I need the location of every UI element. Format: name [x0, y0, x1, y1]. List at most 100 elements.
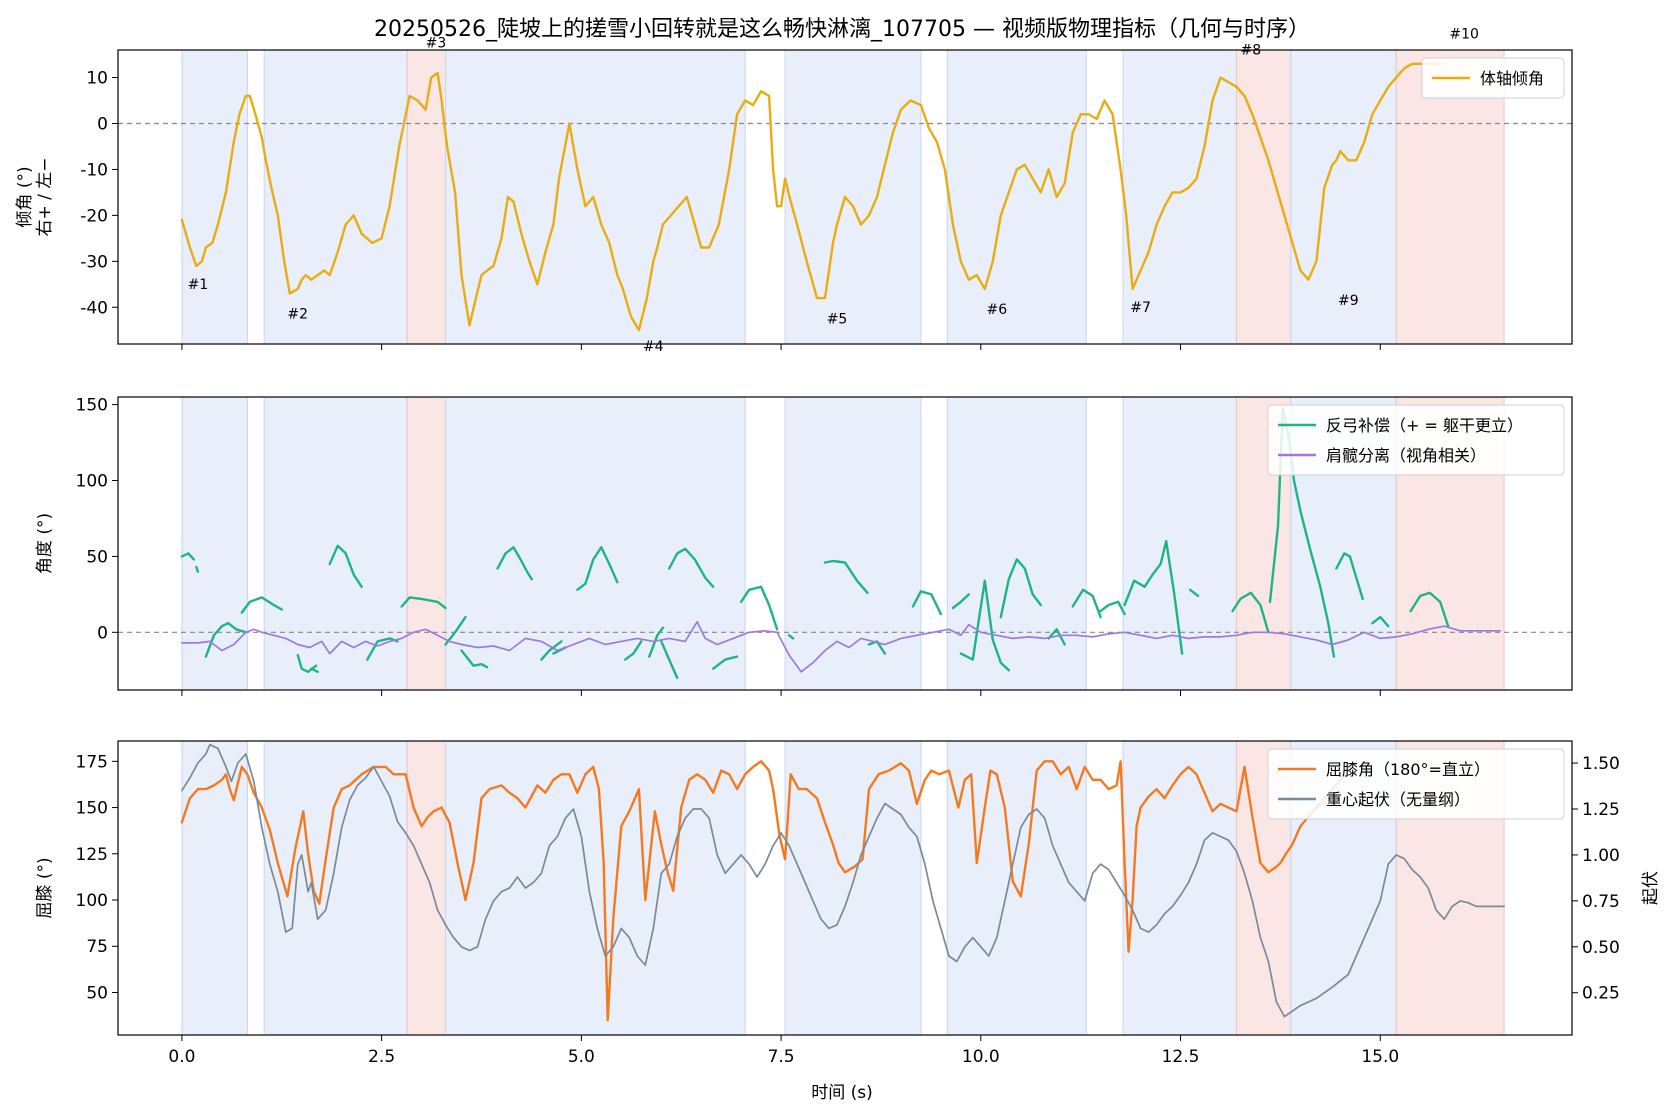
y-tick-label-1: 100 [76, 471, 108, 491]
series-1-0-segment-6 [310, 667, 319, 673]
series-1-0-segment-0 [180, 552, 196, 561]
x-tick-label-5: 12.5 [1162, 1047, 1200, 1067]
segment-band-5 [946, 397, 1087, 690]
legend-box [1421, 57, 1565, 99]
turn-annotation-6: #7 [1130, 300, 1151, 316]
y-axis-label: 角度 (°) [35, 513, 55, 574]
series-1-0-segment-28 [999, 558, 1042, 619]
series-1-0-segment-20 [712, 655, 739, 670]
turn-annotation-4: #5 [827, 311, 848, 327]
series-1-0-segment-34 [1231, 591, 1270, 634]
chart-title: 20250526_陡坡上的搓雪小回转就是这么畅快淋漓_107705 — 视频版物… [374, 17, 1310, 42]
series-1-0-segment-1 [195, 565, 200, 573]
series-1-0-segment-12 [496, 546, 533, 581]
series-1-0-segment-2 [204, 622, 230, 658]
y-tick-label-1: 0 [97, 115, 108, 135]
series-1-0-segment-19 [668, 547, 715, 588]
segment-band-2 [406, 397, 447, 690]
legend-label-1: 肩髋分离（视角相关） [1326, 446, 1486, 465]
x-tick-label-0: 0.0 [168, 1047, 195, 1067]
x-tick-label-6: 15.0 [1361, 1047, 1399, 1067]
segment-band-6 [1122, 50, 1237, 344]
y-tick-label-1: 150 [76, 799, 108, 819]
legend: 屈膝角（180°=直立） 重心起伏（无量纲） [1267, 748, 1565, 820]
turn-annotation-2: #3 [426, 36, 447, 52]
series-1-0-segment-38 [1409, 591, 1450, 628]
turn-annotation-5: #6 [986, 302, 1007, 318]
y-tick-label-3: 100 [76, 891, 108, 911]
y-axis-label: 倾角 (°) [15, 166, 35, 227]
series-1-0-segment-31 [1099, 600, 1126, 616]
y-right-tick-label-5: 0.25 [1582, 984, 1620, 1004]
segment-band-4 [784, 397, 922, 690]
segment-band-3 [445, 741, 746, 1035]
legend: 体轴倾角 [1421, 57, 1565, 99]
segment-band-1 [263, 50, 408, 344]
legend-box [1267, 404, 1565, 476]
segment-bands [181, 741, 1505, 1035]
y-right-tick-label-2: 1.00 [1582, 846, 1620, 866]
y-right-axis-label: 起伏 [1641, 871, 1661, 905]
series-1-0-segment-22 [787, 634, 795, 640]
series-1-0-segment-30 [1071, 588, 1102, 619]
segment-band-6 [1122, 741, 1237, 1035]
y-tick-label-5: -40 [80, 298, 108, 318]
series-1-0-segment-16 [624, 640, 643, 661]
series-lines [180, 743, 1505, 1022]
segment-band-3 [445, 50, 746, 344]
turn-annotation-1: #2 [287, 307, 308, 323]
legend-box [1267, 748, 1565, 820]
series-lines [180, 62, 1446, 332]
segment-band-6 [1122, 397, 1237, 690]
series-0-0-line [180, 62, 1446, 332]
axes-frame [117, 740, 1573, 1036]
series-1-0-segment-27 [959, 579, 1010, 672]
series-1-0-segment-7 [328, 544, 363, 588]
y-axis-label-direction: 右+ / 左− [35, 157, 55, 236]
series-1-0-segment-4 [240, 596, 283, 614]
y-right-tick-label-0: 1.50 [1582, 754, 1620, 774]
series-1-0-segment-23 [823, 559, 869, 594]
x-tick-label-4: 10.0 [962, 1047, 1000, 1067]
y-right-tick-label-3: 0.75 [1582, 892, 1620, 912]
axes-frame [117, 49, 1573, 345]
x-tick-label-2: 5.0 [568, 1047, 595, 1067]
segment-bands [181, 50, 1505, 344]
y-right-tick-label-1: 1.25 [1582, 800, 1620, 820]
y-tick-label-2: 125 [76, 845, 108, 865]
series-1-0-segment-26 [951, 593, 970, 610]
segment-band-4 [784, 50, 922, 344]
series-1-0-segment-18 [660, 640, 679, 680]
segment-band-5 [946, 50, 1087, 344]
series-1-0-segment-29 [1047, 628, 1066, 646]
segment-band-0 [181, 50, 248, 344]
panel-knee: 175 150 125 100 75 50 1.50 1.25 1.00 0.75 0.50 0.25… [35, 740, 1661, 1067]
y-tick-label-3: 0 [97, 623, 108, 643]
y-tick-label-2: 50 [86, 547, 108, 567]
y-tick-label-5: 50 [86, 983, 108, 1003]
y-tick-label-4: -30 [80, 252, 108, 272]
series-1-0-segment-36 [1335, 552, 1364, 601]
series-1-0-segment-3 [227, 622, 247, 634]
x-axis-label: 时间 (s) [811, 1083, 873, 1103]
axes-frame [117, 396, 1573, 691]
series-1-0-segment-25 [911, 590, 943, 616]
turn-annotation-0: #1 [188, 277, 209, 293]
segment-band-8 [1290, 50, 1397, 344]
y-tick-label-0: 150 [76, 396, 108, 416]
segment-band-7 [1235, 50, 1292, 344]
series-1-0-segment-9 [400, 596, 447, 610]
series-1-0-segment-24 [867, 640, 887, 655]
segment-band-2 [406, 741, 447, 1035]
segment-bands [181, 397, 1505, 690]
series-1-0-segment-33 [1188, 588, 1200, 598]
y-tick-label-0: 10 [86, 69, 108, 89]
series-1-0-segment-37 [1371, 615, 1390, 628]
series-1-0-segment-32 [1123, 540, 1184, 655]
x-tick-label-3: 7.5 [768, 1047, 795, 1067]
series-1-1-line [181, 620, 1501, 673]
legend-label-0: 体轴倾角 [1480, 69, 1544, 88]
series-1-0-segment-21 [739, 585, 779, 631]
y-axis-label: 屈膝 (°) [35, 857, 55, 918]
series-1-0-segment-11 [460, 649, 489, 669]
